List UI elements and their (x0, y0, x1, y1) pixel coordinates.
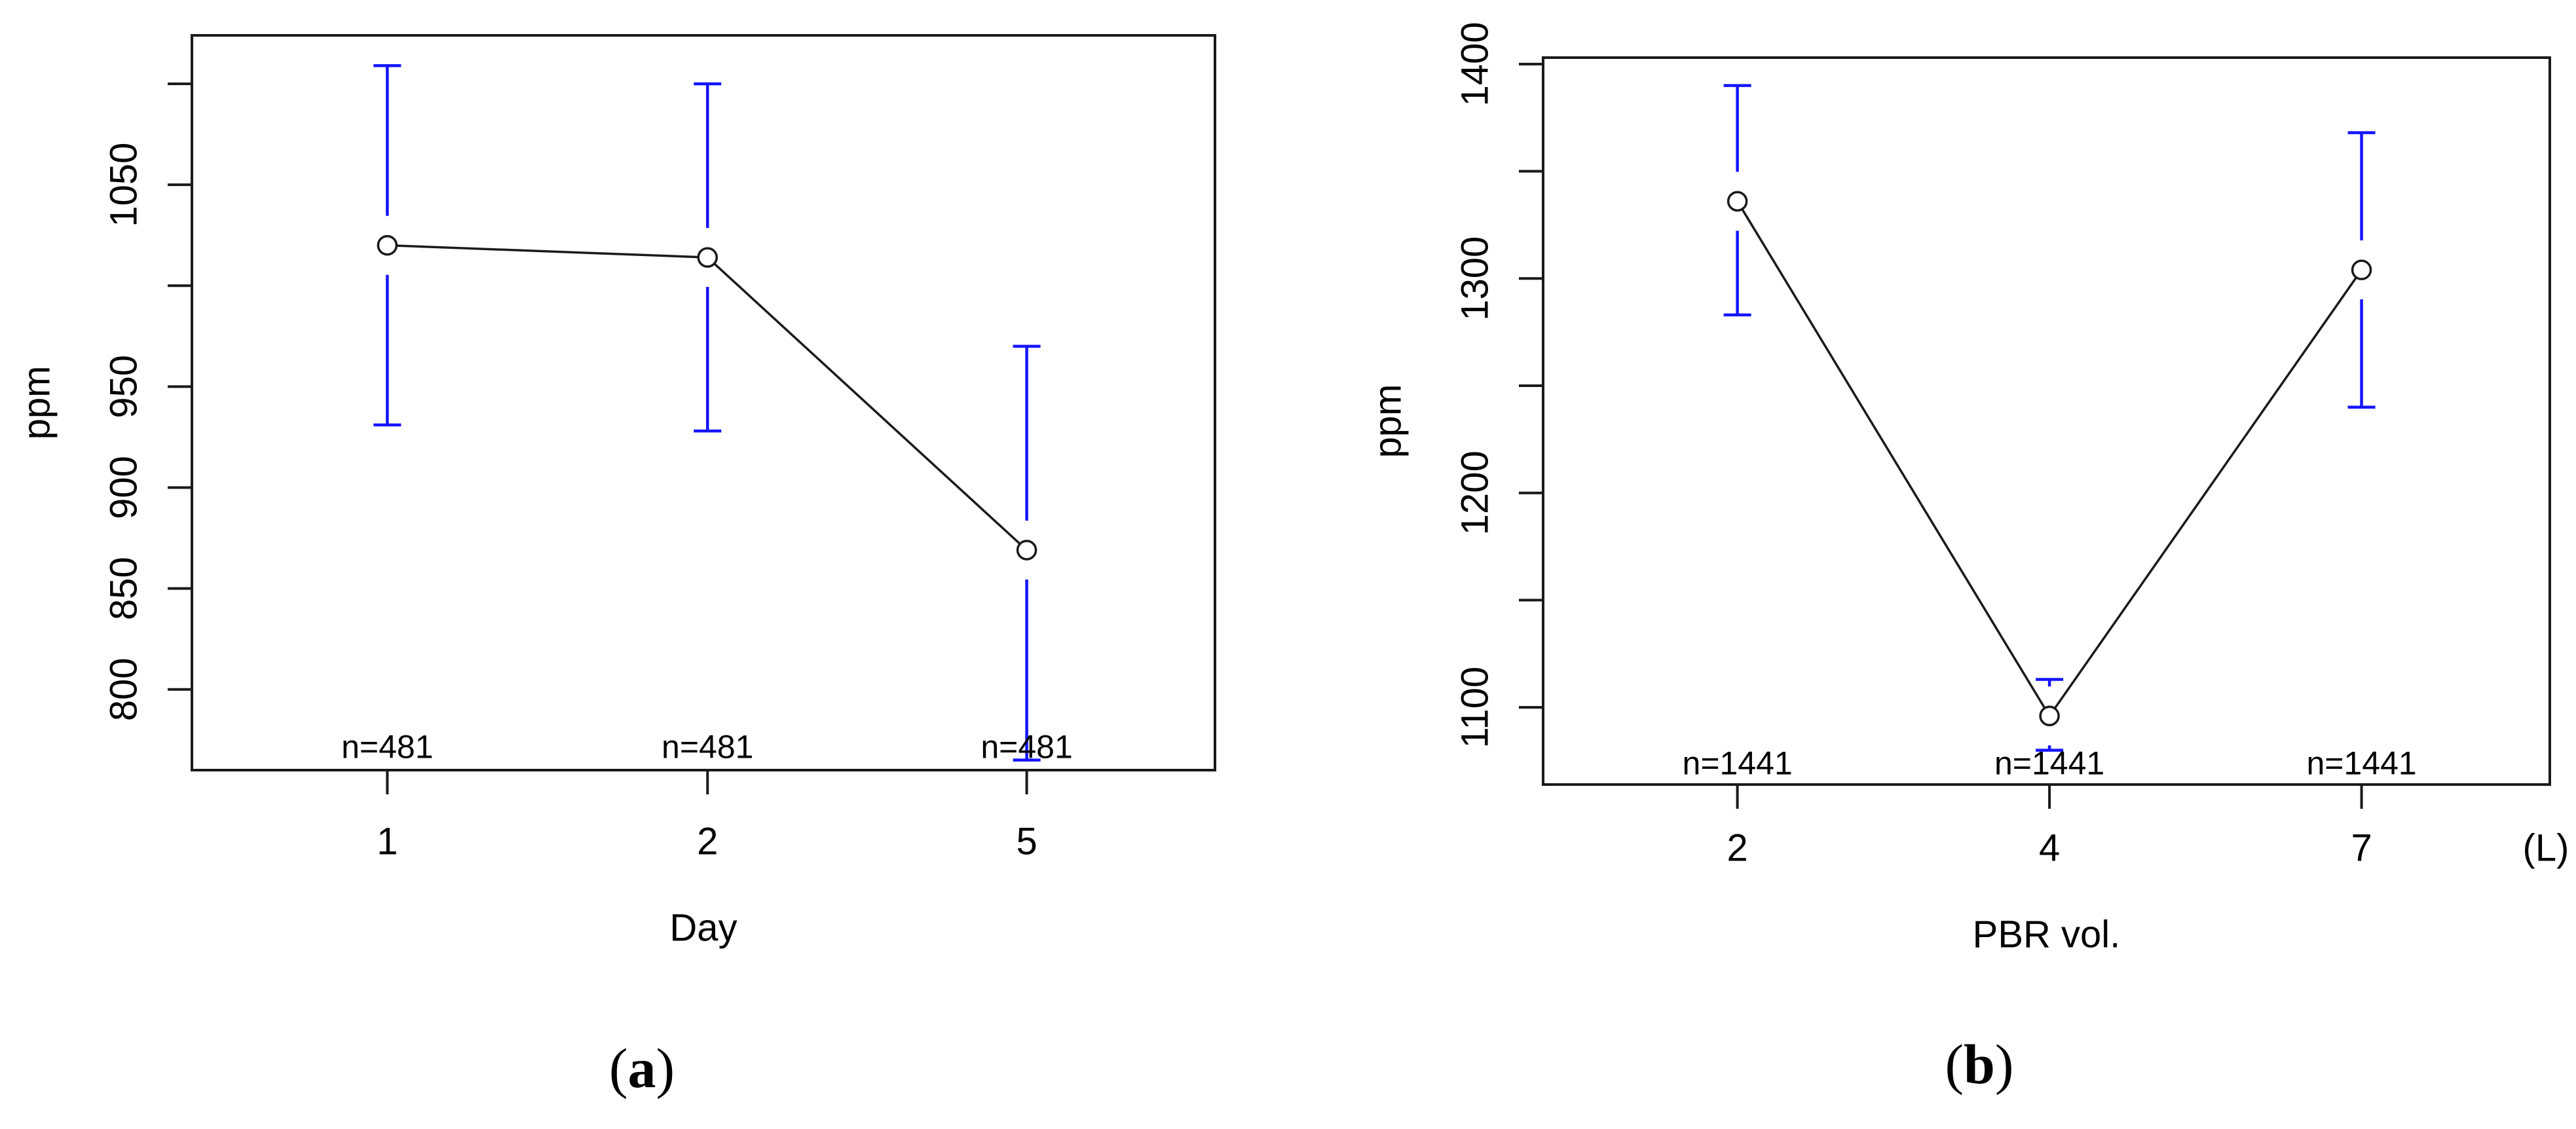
plot-a-y-tick-label: 850 (102, 557, 145, 620)
plot-b-mean-point (2039, 705, 2060, 726)
plot-a-x-tick-label: 5 (1016, 820, 1037, 862)
caption-b-letter: b (1964, 1033, 1995, 1096)
plot-a-x-axis-title: Day (669, 906, 737, 949)
plot-a-sample-size-label: n=481 (980, 729, 1072, 766)
plot-a-sample-size-label: n=481 (341, 729, 433, 766)
plot-b-mean-point (1727, 191, 1748, 212)
caption-b: (b) (1945, 1036, 2013, 1092)
plot-b-x-tick-label: 2 (1727, 826, 1748, 869)
caption-b-paren-close: ) (1994, 1033, 2014, 1096)
plot-a-plot-box (191, 34, 1216, 771)
plot-a-mean-point (1016, 540, 1037, 561)
plot-a-x-tick-label: 2 (697, 820, 718, 862)
plot-b-y-tick-label: 1100 (1453, 667, 1496, 749)
plot-b-sample-size-label: n=1441 (1683, 745, 1793, 782)
plot-a-y-tick-label: 900 (102, 456, 145, 519)
plot-a-y-tick-label: 950 (102, 355, 145, 418)
plot-a-x-tick-label: 1 (377, 820, 398, 862)
plot-b-y-tick-label: 1400 (1453, 22, 1496, 106)
plot-b-x-tick-label: 7 (2351, 826, 2372, 869)
plot-a-y-axis-title: ppm (15, 366, 58, 440)
plot-b-mean-line (1736, 200, 2363, 718)
plot-b-sample-size-label: n=1441 (1994, 745, 2104, 782)
plot-b-x-axis-title: PBR vol. (1973, 913, 2121, 955)
plot-b-x-unit-label: (L) (2523, 826, 2569, 869)
plot-b-x-tick-label: 4 (2039, 826, 2060, 869)
caption-b-paren-open: ( (1945, 1033, 1964, 1096)
plot-a-mean-point (377, 234, 398, 256)
plot-b-plot-box (1542, 56, 2551, 786)
caption-a: (a) (609, 1040, 675, 1096)
plot-a-y-tick-label: 800 (102, 657, 145, 721)
plot-b-y-tick-label: 1200 (1453, 451, 1496, 535)
plot-b-y-tick-label: 1300 (1453, 236, 1496, 321)
caption-a-paren-close: ) (656, 1037, 675, 1100)
plot-a-sample-size-label: n=481 (662, 729, 753, 766)
caption-a-paren-open: ( (608, 1037, 628, 1100)
caption-a-letter: a (627, 1037, 656, 1100)
plot-b-sample-size-label: n=1441 (2306, 745, 2416, 782)
plot-a-y-tick-label: 1050 (102, 143, 145, 227)
plot-b-y-axis-title: ppm (1366, 384, 1409, 458)
plot-a-mean-point (697, 247, 718, 268)
plot-b-mean-point (2351, 259, 2372, 280)
